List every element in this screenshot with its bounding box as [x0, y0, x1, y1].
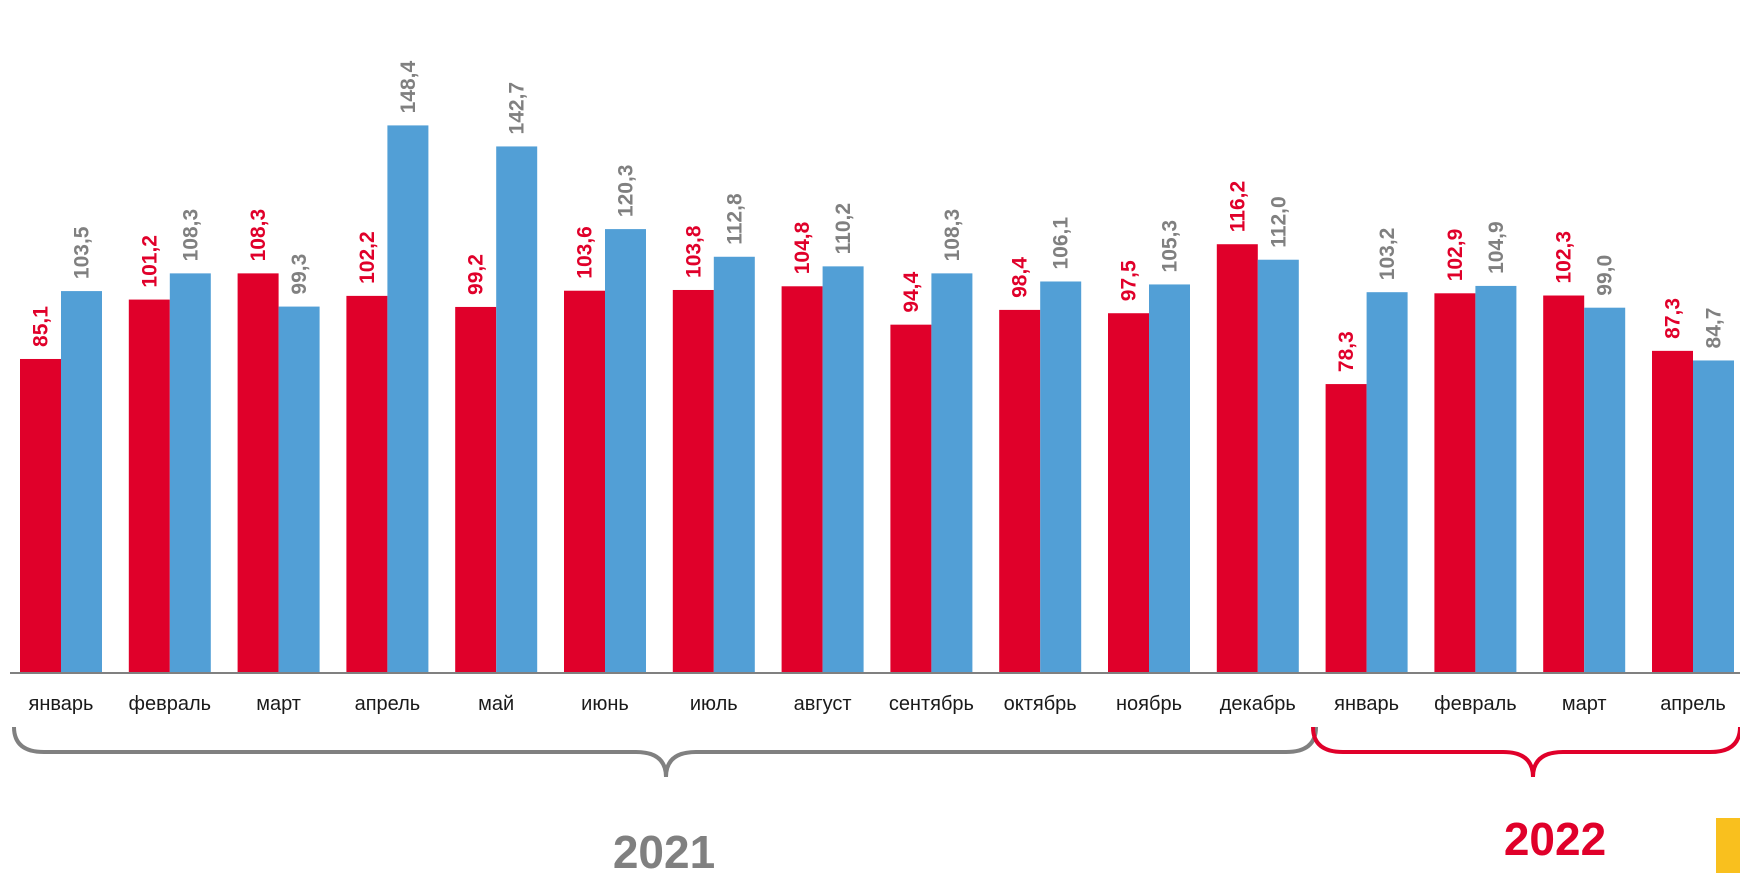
value-label-series2-11: 112,0	[1267, 196, 1290, 247]
value-label-series2-13: 104,9	[1485, 221, 1508, 274]
category-label-14: март	[1562, 693, 1607, 715]
bar-series2-4	[496, 146, 538, 673]
bar-series1-9	[999, 309, 1041, 673]
value-label-series2-10: 105,3	[1159, 220, 1182, 273]
bar-series2-6	[713, 256, 755, 673]
value-label-series1-3: 102,2	[356, 231, 379, 284]
value-labels-layer: 85,1 103,5 101,2 108,3 108,3 99,3 102,2 148,4 99…	[30, 61, 1726, 373]
value-label-series2-12: 103,2	[1376, 228, 1399, 281]
bar-series1-3	[346, 295, 388, 673]
category-label-12: январь	[1334, 693, 1399, 715]
value-label-series2-0: 103,5	[71, 226, 94, 279]
value-label-series2-6: 112,8	[723, 193, 746, 245]
value-label-series1-13: 102,9	[1444, 229, 1467, 282]
value-label-series2-14: 99,0	[1594, 255, 1617, 296]
value-label-series1-4: 99,2	[465, 254, 488, 295]
category-label-9: октябрь	[1004, 693, 1077, 715]
bar-series2-5	[605, 229, 646, 673]
bar-series2-13	[1475, 285, 1517, 673]
year-label-2021: 2021	[613, 826, 715, 873]
value-label-series1-7: 104,8	[791, 221, 814, 274]
value-label-series2-7: 110,2	[832, 203, 855, 254]
bar-series1-5	[564, 290, 605, 673]
value-label-series2-3: 148,4	[397, 61, 420, 114]
bar-series2-14	[1584, 307, 1626, 673]
value-label-series2-15: 84,7	[1703, 308, 1726, 349]
bar-series2-11	[1257, 259, 1299, 673]
value-label-series2-1: 108,3	[179, 209, 202, 262]
value-label-series1-8: 94,4	[900, 271, 923, 312]
category-label-10: ноябрь	[1116, 693, 1182, 715]
bar-series1-7	[781, 286, 823, 673]
bar-series1-14	[1543, 295, 1585, 673]
bar-series1-1	[128, 299, 170, 673]
value-label-series2-5: 120,3	[615, 165, 638, 218]
year-label-2022: 2022	[1504, 813, 1606, 865]
bar-series1-10	[1108, 313, 1149, 673]
brace-2021	[12, 726, 1318, 778]
bars-layer	[20, 125, 1734, 674]
bar-series1-12	[1325, 384, 1367, 673]
value-label-series2-9: 106,1	[1050, 217, 1073, 270]
value-label-series1-9: 98,4	[1009, 257, 1032, 298]
value-label-series1-1: 101,2	[138, 235, 161, 288]
brace-2022	[1311, 726, 1740, 778]
bar-series2-0	[61, 291, 102, 673]
category-label-11: декабрь	[1220, 693, 1296, 715]
bar-series1-4	[455, 306, 497, 673]
value-label-series2-2: 99,3	[288, 254, 311, 295]
bar-series2-7	[822, 266, 864, 673]
bar-series2-12	[1366, 292, 1408, 673]
bar-series2-2	[278, 306, 320, 673]
category-label-13: февраль	[1434, 693, 1517, 715]
value-label-series1-5: 103,6	[574, 226, 597, 279]
value-label-series1-12: 78,3	[1335, 331, 1358, 372]
bar-series2-15	[1693, 360, 1734, 673]
bar-series1-13	[1434, 293, 1476, 673]
value-label-series1-6: 103,8	[682, 225, 705, 278]
bar-series2-10	[1149, 284, 1190, 673]
bar-series1-11	[1216, 244, 1258, 674]
bar-series1-0	[20, 358, 61, 673]
category-label-6: июль	[690, 693, 738, 715]
category-label-0: январь	[29, 693, 94, 715]
bar-series1-8	[890, 324, 932, 673]
category-label-8: сентябрь	[889, 693, 974, 715]
value-label-series2-4: 142,7	[506, 82, 529, 135]
value-label-series1-14: 102,3	[1553, 231, 1576, 284]
category-label-1: февраль	[129, 693, 212, 715]
value-label-series1-10: 97,5	[1118, 260, 1141, 301]
category-labels-layer: январь февраль март апрель май июнь июль август…	[29, 693, 1726, 715]
bar-series2-3	[387, 125, 429, 674]
bar-series2-9	[1040, 281, 1082, 673]
bar-series1-15	[1652, 350, 1693, 673]
bar-series1-2	[237, 273, 279, 673]
bar-series1-6	[672, 289, 714, 673]
category-label-5: июнь	[581, 693, 629, 715]
category-label-3: апрель	[355, 693, 421, 715]
category-label-2: март	[256, 693, 301, 715]
category-label-4: май	[478, 693, 514, 715]
category-label-15: апрель	[1660, 693, 1726, 715]
value-label-series1-0: 85,1	[30, 306, 53, 347]
value-label-series1-15: 87,3	[1662, 298, 1685, 339]
accent-marker	[1716, 818, 1740, 873]
value-label-series2-8: 108,3	[941, 209, 964, 262]
value-label-series1-11: 116,2	[1226, 181, 1249, 232]
bar-series2-1	[169, 273, 211, 673]
bar-series2-8	[931, 273, 973, 673]
category-label-7: август	[794, 693, 852, 715]
value-label-series1-2: 108,3	[247, 209, 270, 262]
